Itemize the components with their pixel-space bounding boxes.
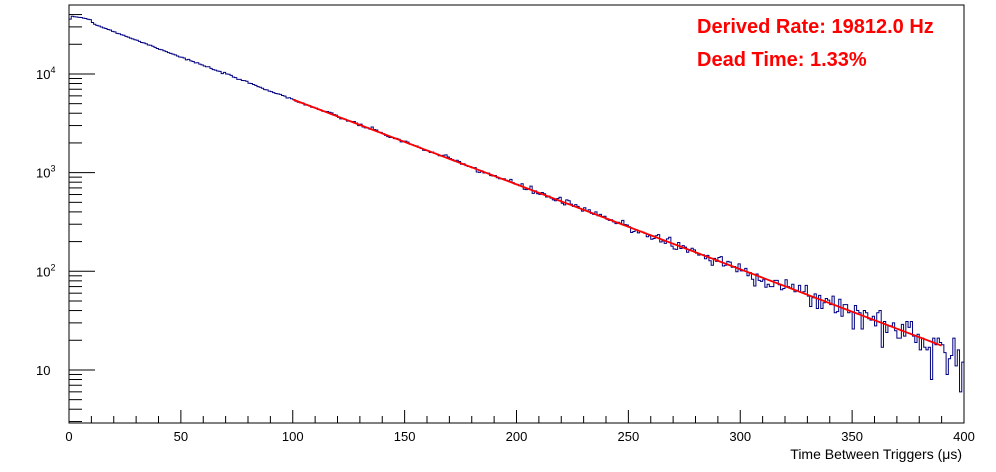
derived-rate-annotation: Derived Rate: 19812.0 Hz — [697, 16, 934, 38]
y-tick-label: 103 — [36, 164, 55, 181]
y-tick-label: 102 — [36, 262, 55, 279]
y-tick-label: 104 — [36, 65, 55, 82]
y-tick-label: 10 — [36, 363, 50, 378]
x-tick-label: 100 — [282, 429, 304, 444]
x-tick-label: 350 — [841, 429, 863, 444]
x-tick-label: 300 — [729, 429, 751, 444]
x-tick-label: 200 — [506, 429, 528, 444]
dead-time-annotation: Dead Time: 1.33% — [697, 49, 867, 71]
x-tick-label: 150 — [394, 429, 416, 444]
x-tick-label: 400 — [953, 429, 975, 444]
x-tick-label: 0 — [65, 429, 72, 444]
x-axis: 0 50 100 150 200 250 300 350 400 — [65, 410, 975, 444]
fit-layer — [292, 98, 942, 347]
x-tick-label: 50 — [174, 429, 188, 444]
x-axis-title: Time Between Triggers (μs) — [790, 446, 962, 462]
fit-curve — [292, 98, 942, 347]
x-tick-label: 250 — [618, 429, 640, 444]
y-axis: 10 102 103 104 — [36, 4, 95, 423]
